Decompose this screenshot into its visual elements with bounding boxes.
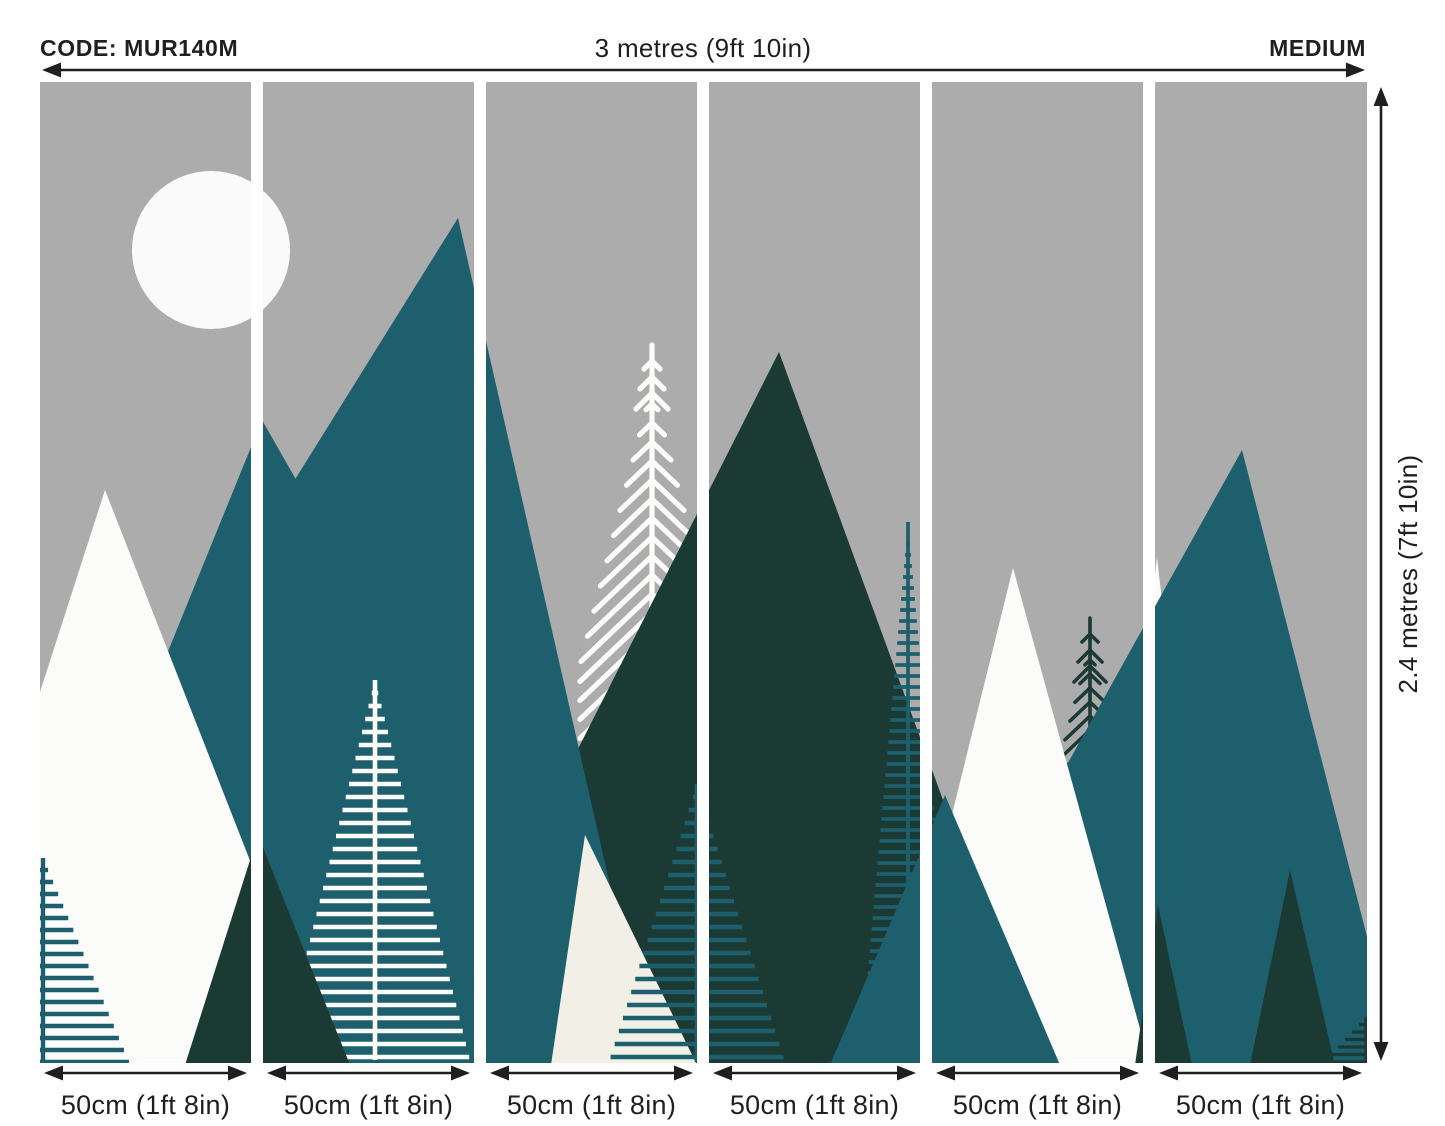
panel-dimension: 50cm (1ft 8in) [1159,1065,1362,1120]
arrowhead-icon [1373,87,1389,106]
panel-width-label: 50cm (1ft 8in) [507,1090,676,1120]
panel-gap [920,82,932,1063]
arrowhead-icon [490,1065,509,1081]
arrowhead-icon [936,1065,955,1081]
product-code-label: CODE: MUR140M [40,35,238,61]
arrowhead-icon [713,1065,732,1081]
total-width-label: 3 metres (9ft 10in) [595,33,812,63]
moon [132,171,290,329]
arrowhead-icon [267,1065,286,1081]
panel-dimension: 50cm (1ft 8in) [936,1065,1139,1120]
arrowhead-icon [451,1065,470,1081]
panel-width-arrow [44,1065,247,1081]
teal-striped-tree-corner-left [40,858,129,1063]
arrowhead-icon [44,1065,63,1081]
panel-width-label: 50cm (1ft 8in) [61,1090,230,1120]
panel-width-label: 50cm (1ft 8in) [1176,1090,1345,1120]
height-arrow [1373,87,1389,1061]
arrowhead-icon [228,1065,247,1081]
panel-width-label: 50cm (1ft 8in) [284,1090,453,1120]
panel-width-label: 50cm (1ft 8in) [730,1090,899,1120]
panel-width-arrow [1159,1065,1362,1081]
dimension-arrows [42,62,1389,1061]
teal-striped-tree-seam4 [860,522,956,1060]
panel-dimension: 50cm (1ft 8in) [44,1065,247,1120]
dark-striped-tree-corner-right [1324,1017,1367,1063]
arrowhead-icon [1159,1065,1178,1081]
panel-width-arrow [267,1065,470,1081]
arrowhead-icon [897,1065,916,1081]
panel-gap [697,82,709,1063]
white-striped-tree [280,680,470,1060]
panel-dimension: 50cm (1ft 8in) [490,1065,693,1120]
arrowhead-icon [1343,1065,1362,1081]
panel-gap [251,82,263,1063]
panel-dimension: 50cm (1ft 8in) [713,1065,916,1120]
arrowhead-icon [674,1065,693,1081]
arrowhead-icon [1373,1042,1389,1061]
arrowhead-icon [1346,62,1365,78]
dark-mountain-panel6 [1250,870,1335,1063]
panel-dimension: 50cm (1ft 8in) [267,1065,470,1120]
dark-mountain-panel1 [185,835,350,1063]
width-arrow [42,62,1365,78]
arrowhead-icon [42,62,61,78]
panel-width-arrow [490,1065,693,1081]
size-badge: MEDIUM [1269,35,1366,61]
mural-artwork [40,82,1367,1063]
panel-width-arrow [936,1065,1139,1081]
panel-width-label: 50cm (1ft 8in) [953,1090,1122,1120]
total-height-label: 2.4 metres (7ft 10in) [1393,455,1423,694]
panel-gap [1143,82,1155,1063]
panel-width-dimensions: 50cm (1ft 8in) 50cm (1ft 8in) 50cm (1ft 8i… [44,1065,1362,1120]
panel-width-arrow [713,1065,916,1081]
arrowhead-icon [1120,1065,1139,1081]
panel-gap [474,82,486,1063]
